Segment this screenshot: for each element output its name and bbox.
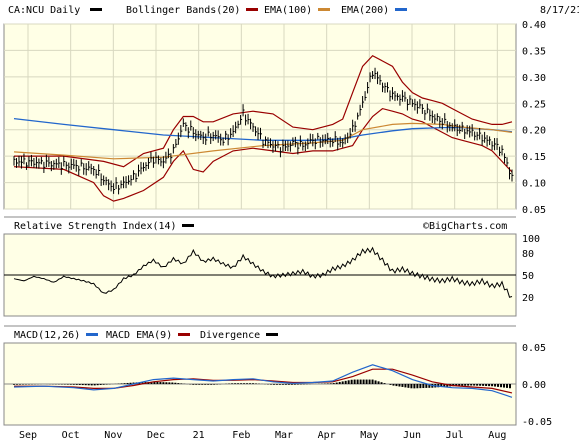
price-y-tick-label: 0.35 xyxy=(522,46,546,57)
rsi-legend-swatch xyxy=(182,224,194,227)
macd-line xyxy=(13,364,513,398)
price-plot-area xyxy=(3,23,517,210)
x-axis-label: Oct xyxy=(62,430,80,441)
price-panel: 0.40 0.35 0.30 0.25 0.20 0.15 0.10 0.05 xyxy=(3,20,546,216)
x-axis-label: Aug xyxy=(488,430,506,441)
price-y-tick-label: 0.40 xyxy=(522,20,546,31)
x-axis-label: Nov xyxy=(104,430,122,441)
price-y-tick-label: 0.15 xyxy=(522,152,546,163)
rsi-y-tick-label: 50 xyxy=(522,271,534,282)
rsi-title: Relative Strength Index(14) xyxy=(14,221,177,232)
macd-y-tick-label: -0.05 xyxy=(522,417,552,428)
x-axis-labels: Sep Oct Nov Dec 21 Feb Mar Apr May Jun Jul Aug xyxy=(19,430,506,441)
divergence-swatch xyxy=(266,333,278,336)
rsi-y-tick-label: 80 xyxy=(522,249,534,260)
divergence-label: Divergence xyxy=(200,330,260,341)
macd-y-tick-label: 0.00 xyxy=(522,380,546,391)
x-axis-label: Jun xyxy=(403,430,421,441)
x-axis-label: May xyxy=(360,430,378,441)
legend-bollinger-label: Bollinger Bands(20) xyxy=(126,5,240,16)
symbol-legend-swatch xyxy=(90,8,102,11)
price-y-tick-label: 0.25 xyxy=(522,99,546,110)
price-y-ticks: 0.40 0.35 0.30 0.25 0.20 0.15 0.10 0.05 xyxy=(522,20,546,216)
macd-ema-label: MACD EMA(9) xyxy=(106,330,172,341)
macd-legend-swatch xyxy=(86,333,98,336)
legend-ema200-swatch xyxy=(395,8,407,11)
x-axis-label: Apr xyxy=(318,430,336,441)
macd-ema-swatch xyxy=(178,333,190,336)
legend-ema100-swatch xyxy=(318,8,330,11)
price-y-tick-label: 0.05 xyxy=(522,205,546,216)
x-axis-label: Feb xyxy=(232,430,250,441)
x-axis-label: Dec xyxy=(147,430,165,441)
price-y-tick-label: 0.20 xyxy=(522,126,546,137)
legend-bollinger-swatch xyxy=(246,8,258,11)
price-y-tick-label: 0.10 xyxy=(522,179,546,190)
x-axis-label: Mar xyxy=(275,430,293,441)
x-axis-label: Jul xyxy=(446,430,464,441)
rsi-y-tick-label: 20 xyxy=(522,293,534,304)
macd-panel: MACD(12,26) MACD EMA(9) Divergence 0.05 0… xyxy=(3,325,552,428)
bollinger-lower-line xyxy=(13,107,513,202)
rsi-line xyxy=(13,246,513,298)
chart-date: 8/17/21 xyxy=(540,5,579,16)
rsi-panel: Relative Strength Index(14) ©BigCharts.c… xyxy=(3,216,540,317)
price-gridlines xyxy=(4,23,516,210)
symbol-label: CA:NCU Daily xyxy=(8,5,80,16)
legend-ema100-label: EMA(100) xyxy=(264,5,312,16)
x-axis-label: Sep xyxy=(19,430,37,441)
legend-ema200-label: EMA(200) xyxy=(341,5,389,16)
price-bars xyxy=(13,67,514,195)
watermark: ©BigCharts.com xyxy=(423,221,507,232)
rsi-y-ticks: 100 80 50 20 xyxy=(522,234,540,304)
price-y-tick-label: 0.30 xyxy=(522,73,546,84)
macd-title: MACD(12,26) xyxy=(14,330,80,341)
rsi-y-tick-label: 100 xyxy=(522,234,540,245)
x-axis-label: 21 xyxy=(193,430,205,441)
macd-y-tick-label: 0.05 xyxy=(522,343,546,354)
